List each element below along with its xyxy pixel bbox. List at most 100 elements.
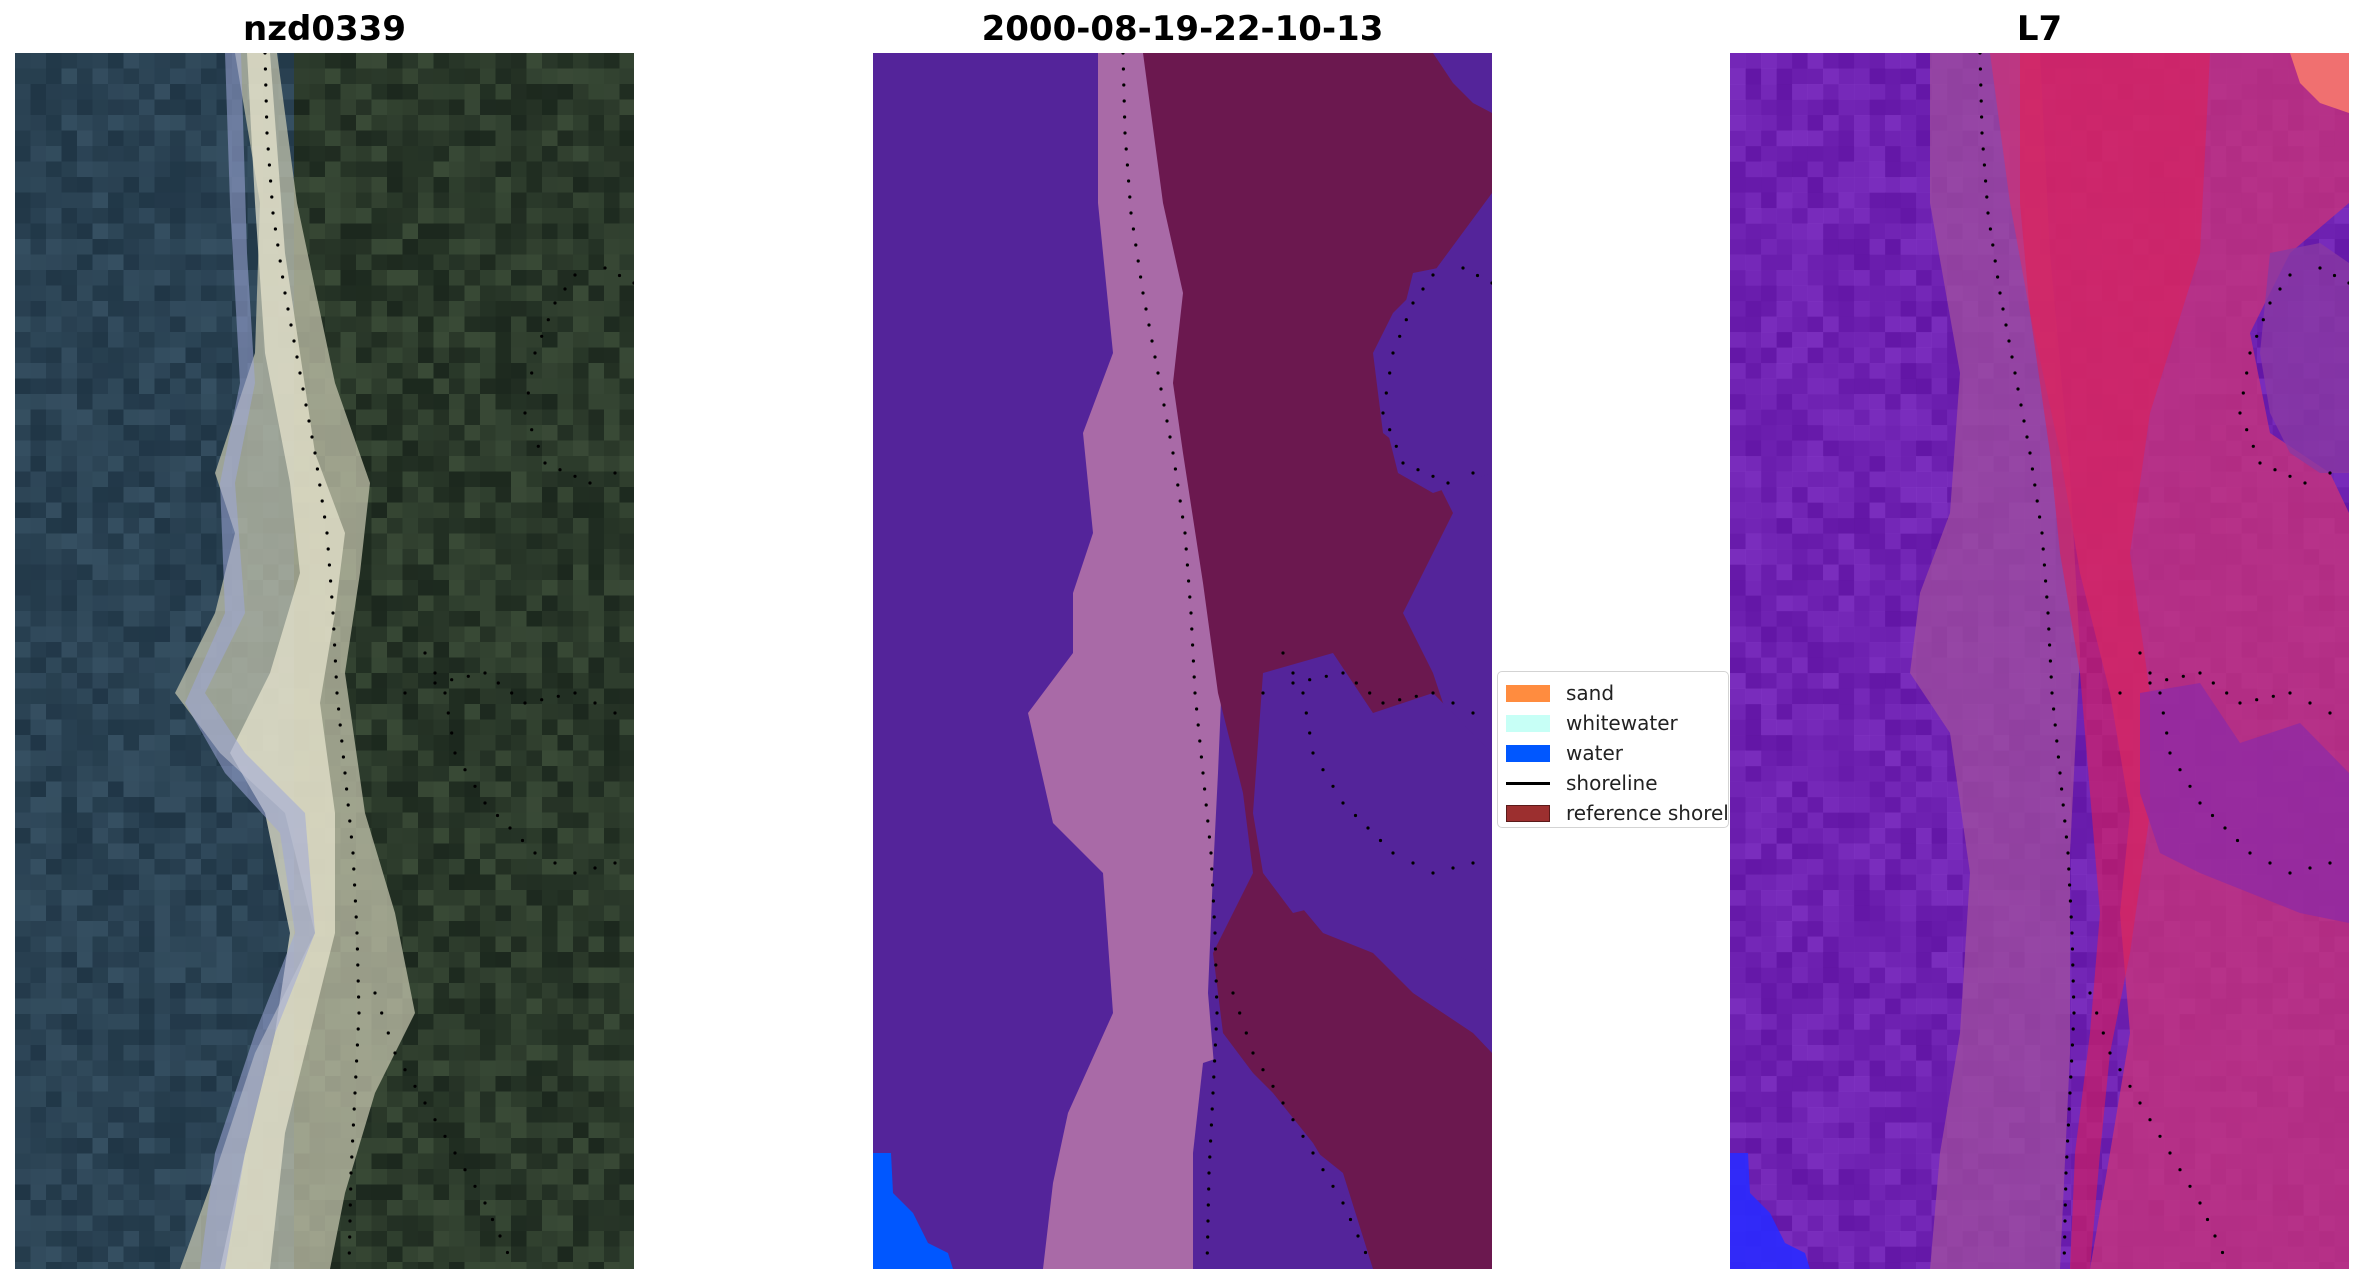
shoreline-dot — [490, 1217, 495, 1222]
shoreline-dot — [533, 351, 537, 355]
rgb-pixel — [170, 998, 186, 1015]
rgb-pixel — [108, 84, 124, 100]
index-pixel — [1900, 254, 1917, 271]
rgb-pixel — [402, 704, 419, 720]
rgb-pixel — [170, 1184, 186, 1201]
rgb-pixel — [418, 611, 434, 627]
index-pixel — [1776, 456, 1793, 472]
rgb-pixel — [123, 1076, 140, 1092]
rgb-pixel — [619, 843, 634, 860]
rgb-pixel — [588, 316, 605, 333]
classified-image-panel — [873, 53, 1492, 1269]
shoreline-dot — [348, 819, 352, 823]
shoreline-dot — [354, 915, 358, 919]
rgb-pixel — [154, 781, 171, 798]
index-pixel — [1916, 440, 1932, 457]
shoreline-dot — [1192, 675, 1196, 679]
rgb-pixel — [154, 1014, 171, 1030]
rgb-pixel — [356, 595, 372, 612]
rgb-pixel — [139, 502, 155, 519]
rgb-pixel — [340, 394, 357, 410]
rgb-pixel — [418, 750, 434, 767]
rgb-pixel — [185, 595, 202, 612]
rgb-pixel — [402, 99, 419, 116]
rgb-pixel — [387, 1122, 403, 1139]
rgb-pixel — [402, 1076, 419, 1092]
index-pixel — [1745, 533, 1762, 550]
rgb-pixel — [108, 1045, 124, 1061]
rgb-pixel — [154, 316, 171, 333]
rgb-pixel — [511, 564, 527, 581]
index-pixel — [1776, 564, 1793, 581]
rgb-pixel — [30, 1091, 47, 1108]
rgb-pixel — [573, 68, 589, 85]
rgb-pixel — [371, 1122, 388, 1139]
rgb-pixel — [511, 456, 527, 472]
rgb-pixel — [92, 564, 109, 581]
rgb-pixel — [449, 890, 465, 906]
rgb-pixel — [542, 409, 558, 426]
classified-image — [873, 53, 1492, 1269]
rgb-pixel — [418, 1045, 434, 1061]
rgb-pixel — [247, 890, 264, 906]
rgb-pixel — [170, 332, 186, 348]
rgb-pixel — [542, 1107, 558, 1123]
rgb-pixel — [495, 905, 512, 922]
rgb-pixel — [139, 967, 155, 984]
rgb-pixel — [402, 254, 419, 271]
rgb-pixel — [356, 1262, 372, 1269]
index-pixel — [1745, 564, 1762, 581]
rgb-pixel — [619, 84, 634, 100]
rgb-pixel — [402, 471, 419, 488]
rgb-pixel — [464, 735, 481, 751]
rgb-pixel — [495, 146, 512, 162]
rgb-pixel — [92, 53, 109, 69]
rgb-pixel — [480, 254, 496, 271]
rgb-pixel — [15, 580, 31, 596]
rgb-pixel — [573, 1014, 589, 1030]
rgb-pixel — [387, 704, 403, 720]
rgb-pixel — [340, 301, 357, 317]
rgb-pixel — [278, 68, 295, 85]
rgb-pixel — [46, 347, 62, 364]
rgb-pixel — [201, 828, 217, 844]
rgb-pixel — [418, 719, 434, 736]
index-pixel — [1776, 595, 1793, 612]
rgb-pixel — [216, 828, 233, 844]
rgb-pixel — [216, 781, 233, 798]
rgb-pixel — [495, 1045, 512, 1061]
rgb-pixel — [61, 549, 78, 565]
rgb-pixel — [526, 719, 543, 736]
rgb-pixel — [511, 1231, 527, 1247]
rgb-pixel — [356, 626, 372, 643]
rgb-pixel — [495, 843, 512, 860]
shoreline-dot — [1136, 259, 1140, 263]
rgb-pixel — [309, 223, 326, 240]
rgb-pixel — [619, 223, 634, 240]
shoreline-dot — [563, 287, 567, 291]
rgb-pixel — [139, 735, 155, 751]
rgb-pixel — [619, 1014, 634, 1030]
rgb-pixel — [418, 967, 434, 984]
index-pixel — [1730, 549, 1746, 565]
rgb-pixel — [123, 332, 140, 348]
rgb-pixel — [557, 192, 574, 209]
index-pixel — [1931, 440, 1948, 457]
index-pixel — [1792, 332, 1808, 348]
rgb-pixel — [619, 657, 634, 674]
index-pixel — [1916, 270, 1932, 286]
rgb-pixel — [604, 750, 620, 767]
rgb-pixel — [77, 1045, 93, 1061]
rgb-pixel — [449, 1014, 465, 1030]
rgb-pixel — [154, 580, 171, 596]
rgb-pixel — [464, 1231, 481, 1247]
shoreline-dot — [315, 467, 319, 471]
index-pixel — [1869, 316, 1886, 333]
rgb-pixel — [185, 487, 202, 503]
rgb-pixel — [108, 952, 124, 968]
rgb-pixel — [619, 440, 634, 457]
index-pixel — [1823, 642, 1839, 658]
shoreline-dot — [357, 995, 361, 999]
rgb-pixel — [185, 332, 202, 348]
rgb-pixel — [154, 998, 171, 1015]
